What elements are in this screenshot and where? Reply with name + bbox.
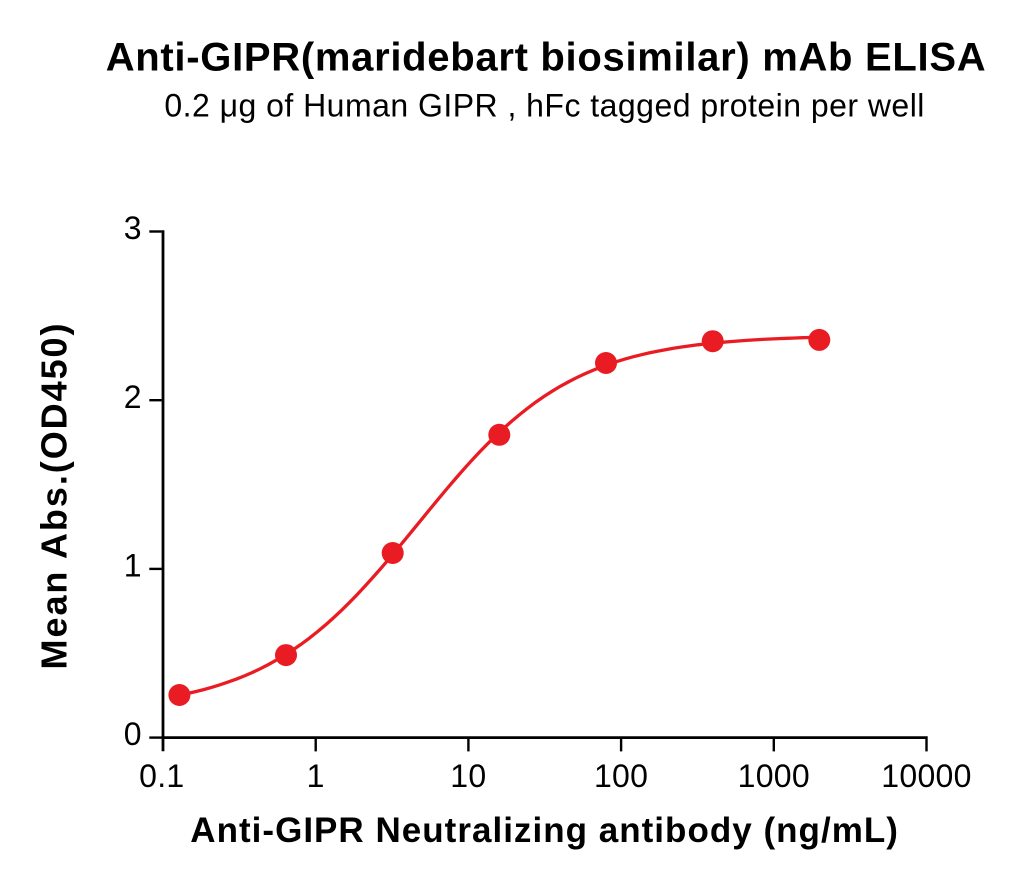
svg-text:10000: 10000 bbox=[881, 758, 971, 794]
svg-text:Anti-GIPR Neutralizing antibod: Anti-GIPR Neutralizing antibody (ng/mL) bbox=[190, 811, 899, 850]
svg-text:100: 100 bbox=[594, 758, 648, 794]
svg-text:10: 10 bbox=[450, 758, 486, 794]
svg-text:1: 1 bbox=[124, 548, 142, 584]
svg-text:2: 2 bbox=[124, 379, 142, 415]
svg-text:Anti-GIPR(maridebart biosimila: Anti-GIPR(maridebart biosimilar) mAb ELI… bbox=[106, 36, 987, 80]
svg-text:Mean Abs.(OD450): Mean Abs.(OD450) bbox=[34, 322, 75, 670]
svg-text:3: 3 bbox=[124, 210, 142, 246]
svg-text:1000: 1000 bbox=[738, 758, 810, 794]
svg-text:0.2 μg of Human GIPR , hFc tag: 0.2 μg of Human GIPR , hFc tagged protei… bbox=[164, 88, 925, 124]
svg-text:0: 0 bbox=[124, 716, 142, 752]
svg-text:0.1: 0.1 bbox=[139, 758, 184, 794]
svg-text:1: 1 bbox=[307, 758, 325, 794]
